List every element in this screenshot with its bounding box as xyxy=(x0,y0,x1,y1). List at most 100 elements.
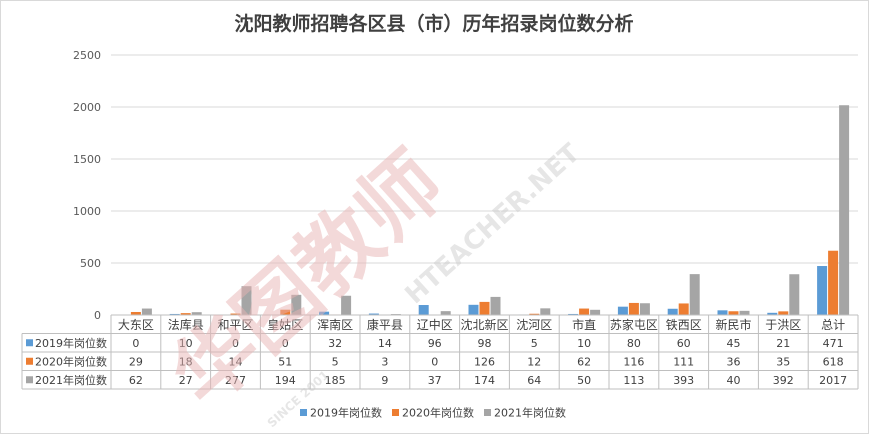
x-tick-label: 苏家屯区 xyxy=(610,317,658,332)
data-label: 62 xyxy=(129,374,143,387)
legend-entry: 2021年岗位数 xyxy=(494,406,566,420)
table-series-name: 2021年岗位数 xyxy=(35,373,107,387)
table-series-swatch xyxy=(26,376,33,384)
bar xyxy=(490,296,501,315)
data-label: 12 xyxy=(527,355,541,368)
legend-swatch xyxy=(484,409,491,416)
bar xyxy=(617,306,628,315)
legend-entry: 2019年岗位数 xyxy=(310,406,382,420)
data-label: 35 xyxy=(776,355,790,368)
data-label: 37 xyxy=(428,374,442,387)
bar xyxy=(341,295,352,315)
bar xyxy=(828,250,839,315)
data-label: 618 xyxy=(823,355,844,368)
bar xyxy=(280,309,291,315)
data-label: 392 xyxy=(773,374,794,387)
bar xyxy=(689,274,700,315)
data-label: 111 xyxy=(673,355,694,368)
bar xyxy=(230,313,241,315)
bar xyxy=(717,310,728,315)
data-label: 10 xyxy=(577,337,591,350)
data-label: 393 xyxy=(673,374,694,387)
data-label: 10 xyxy=(179,337,193,350)
y-tick-label: 1000 xyxy=(73,205,101,218)
x-tick-label: 沈河区 xyxy=(516,317,552,332)
y-tick-label: 2500 xyxy=(73,49,101,62)
legend: 2019年岗位数 2020年岗位数 2021年岗位数 xyxy=(300,406,566,420)
x-tick-label: 辽中区 xyxy=(417,317,453,332)
bar xyxy=(639,303,650,315)
legend-swatch xyxy=(392,409,399,416)
bar xyxy=(678,303,689,315)
data-label: 471 xyxy=(823,337,844,350)
bar xyxy=(568,313,579,315)
data-label: 40 xyxy=(727,374,741,387)
bar xyxy=(130,311,141,315)
bar xyxy=(440,311,451,315)
data-label: 14 xyxy=(378,337,392,350)
bar xyxy=(767,312,778,315)
data-label: 126 xyxy=(474,355,495,368)
bar xyxy=(739,310,750,315)
data-label: 174 xyxy=(474,374,495,387)
y-tick-label: 500 xyxy=(80,257,101,270)
data-label: 5 xyxy=(531,337,538,350)
bar xyxy=(418,305,429,315)
data-label: 277 xyxy=(225,374,246,387)
x-tick-label: 总计 xyxy=(821,318,845,332)
data-label: 2017 xyxy=(819,374,847,387)
x-tick-label: 铁西区 xyxy=(666,318,702,332)
data-label: 80 xyxy=(627,337,641,350)
x-tick-label: 法库县 xyxy=(168,317,204,332)
bar xyxy=(291,294,302,315)
data-label: 62 xyxy=(577,355,591,368)
bar xyxy=(479,301,490,315)
bar xyxy=(628,302,639,315)
bar xyxy=(540,308,551,315)
x-tick-label: 于洪区 xyxy=(765,318,801,332)
data-label: 185 xyxy=(325,374,346,387)
y-tick-label: 2000 xyxy=(73,101,101,114)
data-label: 5 xyxy=(332,355,339,368)
data-label: 116 xyxy=(623,355,644,368)
data-label: 9 xyxy=(381,374,388,387)
bar xyxy=(817,266,828,315)
table-series-name: 2020年岗位数 xyxy=(35,354,107,368)
data-label: 64 xyxy=(527,374,541,387)
bars xyxy=(130,105,850,316)
chart-title: 沈阳教师招聘各区县（市）历年招录岗位数分析 xyxy=(234,12,633,35)
bar xyxy=(839,105,850,316)
y-axis-ticks: 0 500 1000 1500 2000 2500 xyxy=(73,49,101,322)
bar xyxy=(468,304,479,315)
bar xyxy=(579,308,590,315)
x-tick-label: 和平区 xyxy=(217,318,253,332)
y-tick-label: 0 xyxy=(94,309,101,322)
data-label: 0 xyxy=(431,355,438,368)
bar xyxy=(590,309,601,315)
bar xyxy=(141,308,152,315)
legend-swatch xyxy=(300,409,307,416)
bar xyxy=(180,313,191,315)
data-label: 18 xyxy=(179,355,193,368)
data-label: 51 xyxy=(278,355,292,368)
table-series-name: 2019年岗位数 xyxy=(35,336,107,350)
bar xyxy=(191,312,202,315)
bar xyxy=(667,308,678,315)
data-label: 36 xyxy=(727,355,741,368)
data-label: 194 xyxy=(275,374,296,387)
data-label: 27 xyxy=(179,374,193,387)
table-series-swatch xyxy=(26,357,33,365)
bar xyxy=(241,286,252,315)
data-table: 大东区 法库县 和平区 皇姑区 浑南区 康平县 辽中区 沈北新区 沈河区 市直 苏家屯区 铁西区 新民市… xyxy=(21,314,859,390)
data-label: 21 xyxy=(776,337,790,350)
data-label: 0 xyxy=(232,337,239,350)
data-label: 32 xyxy=(328,337,342,350)
bar xyxy=(169,313,180,315)
data-label: 3 xyxy=(381,355,388,368)
legend-entry: 2020年岗位数 xyxy=(402,406,474,420)
data-label: 45 xyxy=(727,337,741,350)
y-tick-label: 1500 xyxy=(73,153,101,166)
bar xyxy=(728,311,739,315)
x-tick-label: 康平县 xyxy=(367,317,403,332)
